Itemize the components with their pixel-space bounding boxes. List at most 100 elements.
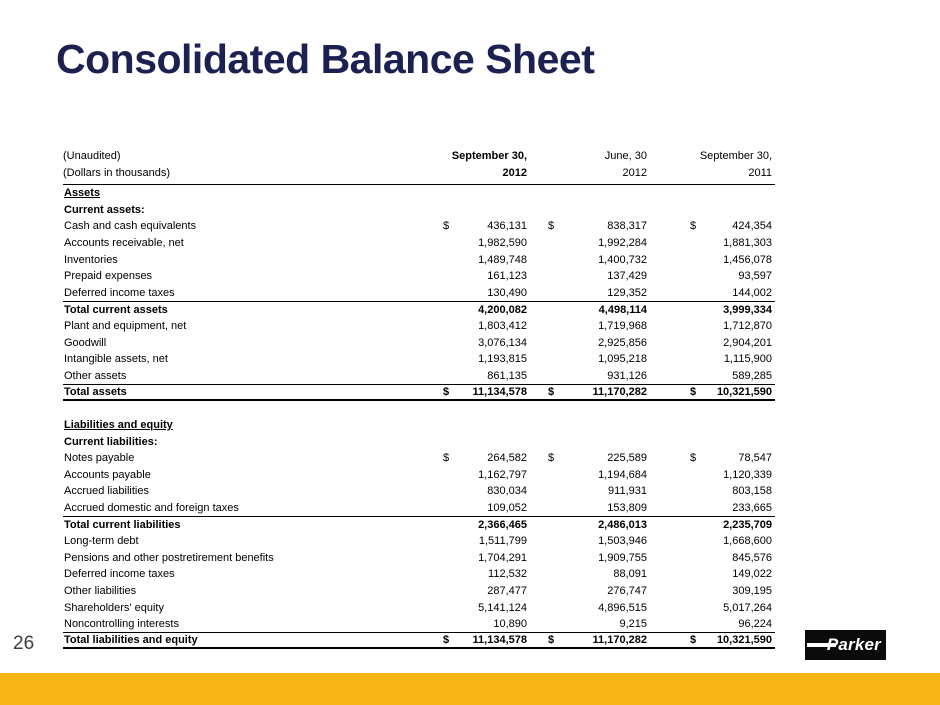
table-row: Goodwill 3,076,134 2,925,856 2,904,201 <box>63 334 775 351</box>
value-cell: 9,215 <box>530 616 650 633</box>
value: 4,498,114 <box>598 303 647 316</box>
value: 861,135 <box>487 369 527 382</box>
row-label: Prepaid expenses <box>64 270 153 283</box>
value: 830,034 <box>487 485 527 498</box>
dollar-sign: $ <box>548 385 555 398</box>
value: 130,490 <box>487 286 527 299</box>
value-cell: $225,589 <box>530 450 650 467</box>
value-cell: $10,321,590 <box>650 385 775 399</box>
value: 5,141,124 <box>478 601 527 614</box>
value: 4,200,082 <box>478 303 527 316</box>
value-cell: $424,354 <box>650 218 775 235</box>
value: 112,532 <box>488 568 527 581</box>
row-label: Goodwill <box>64 336 107 349</box>
value: 1,704,291 <box>478 551 527 564</box>
table-row: Other liabilities 287,477 276,747 309,195 <box>63 583 775 600</box>
section-subheading: Current liabilities: <box>64 435 158 448</box>
table-header: (Unaudited) (Dollars in thousands) Septe… <box>63 148 775 185</box>
dollar-sign: $ <box>690 634 697 647</box>
value-cell: 1,193,815 <box>433 351 530 368</box>
page-number: 26 <box>13 633 35 654</box>
column-header-sep-2012: September 30, 2012 <box>451 150 527 179</box>
value-cell: 144,002 <box>650 285 775 302</box>
value-cell: $10,321,590 <box>650 633 775 647</box>
table-row: Total current liabilities 2,366,465 2,486,… <box>63 516 775 533</box>
dollar-sign: $ <box>443 385 450 398</box>
value-cell: 2,366,465 <box>433 517 530 533</box>
value-cell: $11,170,282 <box>530 385 650 399</box>
row-label: Deferred income taxes <box>64 286 175 299</box>
dollar-sign: $ <box>548 220 555 233</box>
note-unaudited: (Unaudited) <box>63 150 121 162</box>
table-row: Total assets $11,134,578 $11,170,282 $10,32… <box>63 384 775 401</box>
value: 2,235,709 <box>723 519 772 532</box>
value: 4,896,515 <box>598 601 647 614</box>
section-heading-row: Assets <box>63 185 775 202</box>
value: 1,193,815 <box>478 353 527 366</box>
value-cell: 149,022 <box>650 566 775 583</box>
table-row: Accounts receivable, net 1,982,590 1,992,2… <box>63 235 775 252</box>
value-cell: 1,982,590 <box>433 235 530 252</box>
value: 11,170,282 <box>592 634 647 647</box>
value-cell: 1,704,291 <box>433 549 530 566</box>
accent-bar-bottom <box>0 673 940 705</box>
value: 1,400,732 <box>598 253 647 266</box>
row-label: Plant and equipment, net <box>64 320 187 333</box>
row-label: Accrued liabilities <box>64 485 149 498</box>
value: 1,456,078 <box>723 253 772 266</box>
page-title: Consolidated Balance Sheet <box>56 36 595 82</box>
table-row: Prepaid expenses 161,123 137,429 93,597 <box>63 268 775 285</box>
value: 78,547 <box>738 452 772 465</box>
row-label: Total liabilities and equity <box>64 634 198 647</box>
value-cell: 109,052 <box>433 500 530 517</box>
value-cell: 911,931 <box>530 483 650 500</box>
value-cell: 1,162,797 <box>433 467 530 484</box>
dollar-sign: $ <box>443 452 450 465</box>
table-row: Accrued liabilities 830,034 911,931 803,158 <box>63 483 775 500</box>
value: 424,354 <box>732 220 772 233</box>
parker-logo-text: Parker <box>826 635 881 654</box>
value: 153,809 <box>607 501 647 514</box>
value: 1,982,590 <box>478 237 527 250</box>
table-row: Other assets 861,135 931,126 589,285 <box>63 368 775 385</box>
value-cell: 1,992,284 <box>530 235 650 252</box>
value-cell: 4,200,082 <box>433 302 530 318</box>
section-heading-row: Liabilities and equity <box>63 417 775 434</box>
note-dollars-in-thousands: (Dollars in thousands) <box>63 167 170 179</box>
value-cell: 861,135 <box>433 368 530 385</box>
value: 2,904,201 <box>723 336 772 349</box>
value: 129,352 <box>607 286 647 299</box>
value-cell: 137,429 <box>530 268 650 285</box>
table-row: Pensions and other postretirement benefi… <box>63 549 775 566</box>
row-label: Intangible assets, net <box>64 353 168 366</box>
value-cell: 5,141,124 <box>433 599 530 616</box>
column-header-jun-2012: June, 30 2012 <box>604 150 647 179</box>
value: 11,134,578 <box>472 385 527 398</box>
value: 88,091 <box>613 568 647 581</box>
table-row: Total liabilities and equity $11,134,578 $… <box>63 632 775 650</box>
value-cell: 1,503,946 <box>530 533 650 550</box>
value: 287,477 <box>487 584 527 597</box>
value-cell: 233,665 <box>650 500 775 517</box>
value: 11,134,578 <box>472 634 527 647</box>
value-cell: 1,511,799 <box>433 533 530 550</box>
dollar-sign: $ <box>690 220 697 233</box>
value: 2,366,465 <box>478 519 527 532</box>
row-label: Shareholders' equity <box>64 601 164 614</box>
value-cell: 2,904,201 <box>650 334 775 351</box>
row-label: Total assets <box>64 385 127 398</box>
value: 144,002 <box>732 286 772 299</box>
value: 2,925,856 <box>598 336 647 349</box>
parker-logo-dash-icon <box>807 643 836 647</box>
value: 10,890 <box>493 618 527 631</box>
table-row: Cash and cash equivalents $436,131 $838,31… <box>63 218 775 235</box>
value: 161,123 <box>487 270 527 283</box>
value: 1,909,755 <box>598 551 647 564</box>
dollar-sign: $ <box>690 385 697 398</box>
value-cell: 276,747 <box>530 583 650 600</box>
value: 96,224 <box>738 618 772 631</box>
value-cell: 1,712,870 <box>650 318 775 335</box>
row-label: Pensions and other postretirement benefi… <box>64 551 274 564</box>
value: 436,131 <box>487 220 527 233</box>
